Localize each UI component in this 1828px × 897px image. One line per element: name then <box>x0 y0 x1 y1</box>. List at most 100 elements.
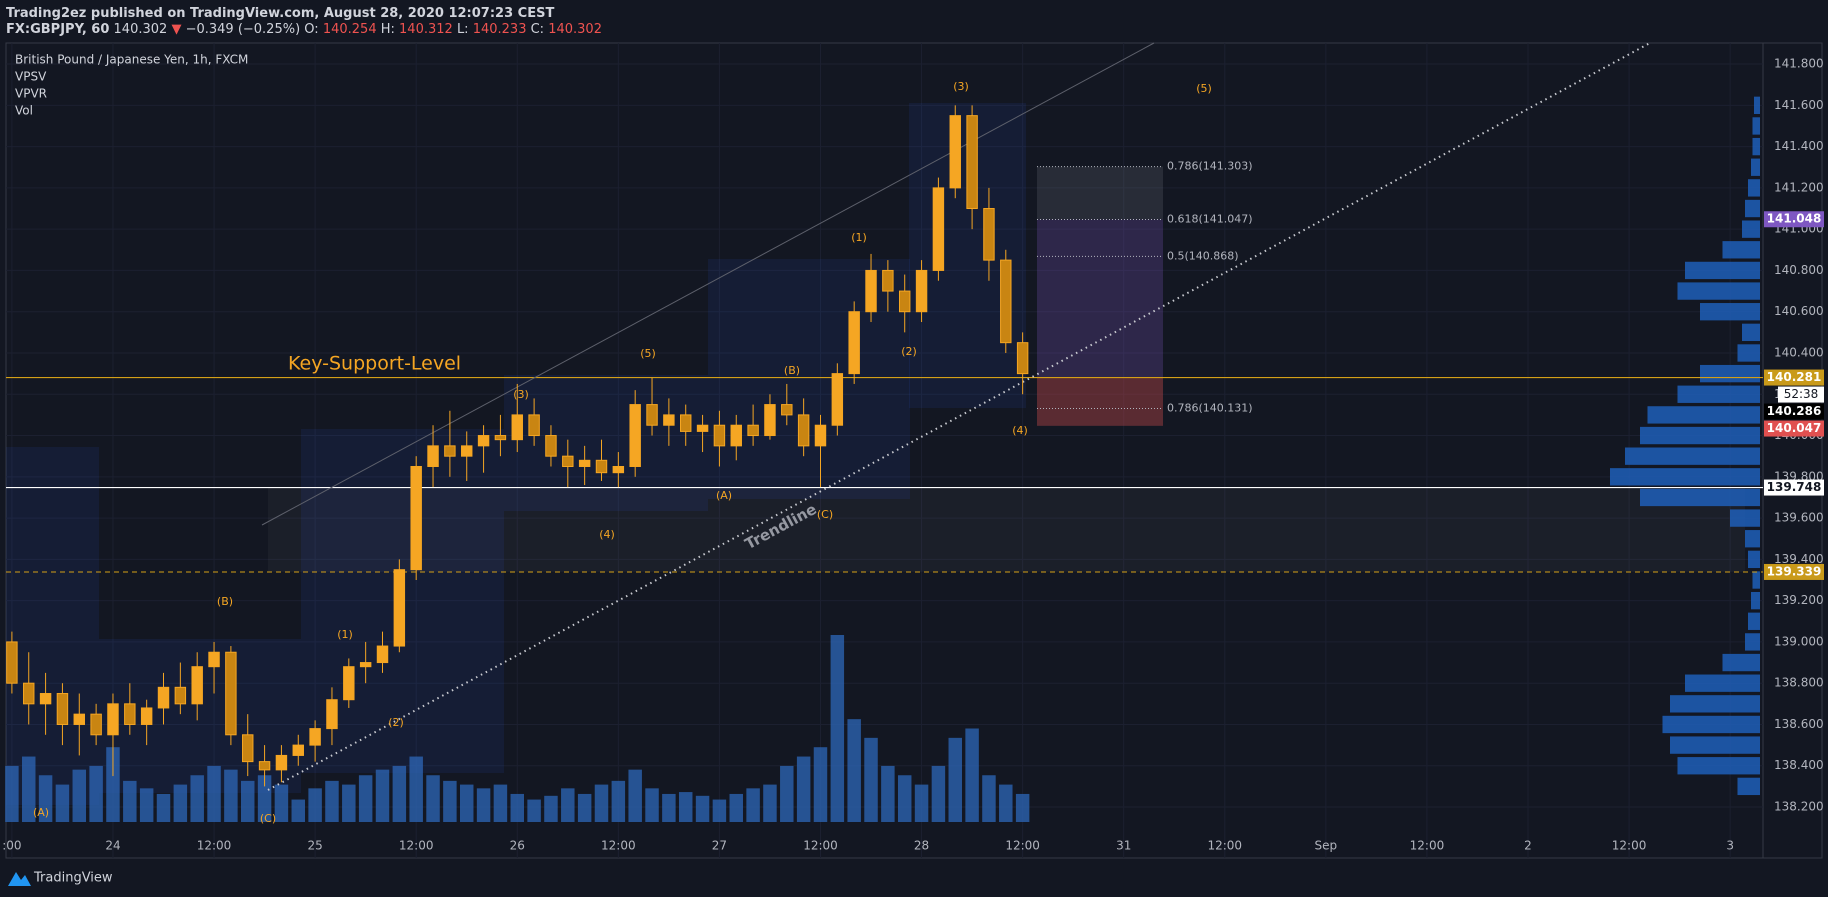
volume-bar <box>544 795 558 822</box>
volume-bar <box>645 788 659 822</box>
wave-label: (5) <box>640 347 656 360</box>
indicator: VPVR <box>15 87 47 101</box>
h-label: H: <box>381 22 395 37</box>
volume-bar <box>493 784 508 822</box>
x-tick-label: 2 <box>1524 839 1532 853</box>
candle-body <box>309 728 321 746</box>
volume-profile-bar <box>1677 282 1760 300</box>
volume-profile-bar <box>1677 757 1760 775</box>
volume-bar <box>628 769 642 822</box>
support-zone <box>268 488 1745 572</box>
x-tick-label: 12:00 <box>1410 839 1445 853</box>
volume-bar <box>89 765 103 822</box>
candle-body <box>781 404 793 416</box>
volume-bar <box>476 788 491 822</box>
countdown: 52:38 <box>1784 387 1819 401</box>
volume-bar <box>999 784 1013 822</box>
candle-body <box>797 414 810 447</box>
wave-label: (A) <box>716 489 732 502</box>
candle-body <box>646 404 658 426</box>
volume-bar <box>72 769 87 822</box>
volume-profile-bar <box>1730 509 1760 527</box>
candle-body <box>494 435 507 441</box>
volume-bar <box>240 780 255 822</box>
candle-body <box>528 414 540 437</box>
x-tick-label: 12:00 <box>1207 839 1242 853</box>
volume-bar <box>746 788 760 822</box>
wave-label: (4) <box>1012 424 1028 437</box>
volume-bar <box>763 784 777 822</box>
c-label: C: <box>531 22 544 37</box>
wave-label: (B) <box>217 595 233 608</box>
symbol: FX:GBPJPY, 60 <box>6 22 109 37</box>
volume-bar <box>443 780 457 822</box>
countdown-box <box>1778 386 1824 403</box>
candle-body <box>679 414 692 432</box>
candle-body <box>898 290 911 313</box>
l: 140.233 <box>473 22 527 37</box>
x-tick-label: 25 <box>307 839 322 853</box>
wave-label: (C) <box>817 508 833 521</box>
volume-profile-bar <box>1748 612 1760 630</box>
volume-bar <box>914 784 929 822</box>
volume-profile-bar <box>1685 261 1760 280</box>
price-label: 140.286 <box>1767 404 1822 418</box>
candle-body <box>326 699 338 730</box>
x-tick-label: 12:00 <box>803 839 838 853</box>
volume-bar <box>847 719 861 822</box>
volume-profile-bar <box>1742 323 1760 342</box>
volume-bar <box>325 780 339 822</box>
candle-body <box>764 404 776 437</box>
candle-body <box>1000 259 1012 344</box>
x-tick-label: 26 <box>510 839 525 853</box>
candle-body <box>511 414 523 441</box>
volume-bar <box>156 793 171 822</box>
volume-bar <box>291 799 306 822</box>
volume-bar <box>190 775 204 822</box>
volume-bar <box>830 635 845 822</box>
y-tick-label: 140.800 <box>1774 263 1824 277</box>
x-tick-label: 3 <box>1726 839 1734 853</box>
brand[interactable]: TradingView <box>33 871 113 886</box>
volume-bar <box>813 747 828 822</box>
volume-bar <box>712 799 727 822</box>
trendline <box>267 42 1651 791</box>
candle-body <box>225 651 237 736</box>
fib-red <box>1037 377 1163 426</box>
candle-body <box>983 208 995 261</box>
candle-body <box>949 115 961 189</box>
y-tick-label: 141.200 <box>1774 180 1824 194</box>
candle-body <box>191 666 203 705</box>
publisher-text: Trading2ez published on TradingView.com,… <box>6 6 554 21</box>
wave-label: (2) <box>901 345 917 358</box>
volume-profile-bar <box>1610 468 1760 486</box>
volume-bar <box>173 784 188 822</box>
volume-profile-bar <box>1748 550 1760 569</box>
volume-profile-bar <box>1748 179 1760 197</box>
o: 140.254 <box>323 22 377 37</box>
candle-body <box>848 311 860 375</box>
volume-bar <box>459 784 474 822</box>
candle-body <box>612 465 625 474</box>
price-label-box <box>1764 479 1824 496</box>
x-tick-label: 27 <box>712 839 727 853</box>
candle-body <box>393 569 406 647</box>
volume-bar <box>611 780 626 822</box>
price-label: 140.281 <box>1767 370 1822 384</box>
volume-bar <box>948 737 962 822</box>
candle-body <box>730 424 742 447</box>
volume-bar <box>662 793 676 822</box>
y-tick-label: 139.000 <box>1774 634 1824 648</box>
candle-body <box>410 465 422 571</box>
publisher: Trading2ez published on TradingView.com,… <box>6 6 554 21</box>
volume-profile-bar <box>1737 344 1760 362</box>
volume-bar <box>510 793 525 822</box>
candle-body <box>242 734 254 763</box>
volume-bar <box>897 775 912 822</box>
volume-profile-bar <box>1685 674 1760 692</box>
fib-gray <box>1037 166 1163 220</box>
volume-profile-bar <box>1737 777 1760 796</box>
session-box <box>6 447 99 805</box>
